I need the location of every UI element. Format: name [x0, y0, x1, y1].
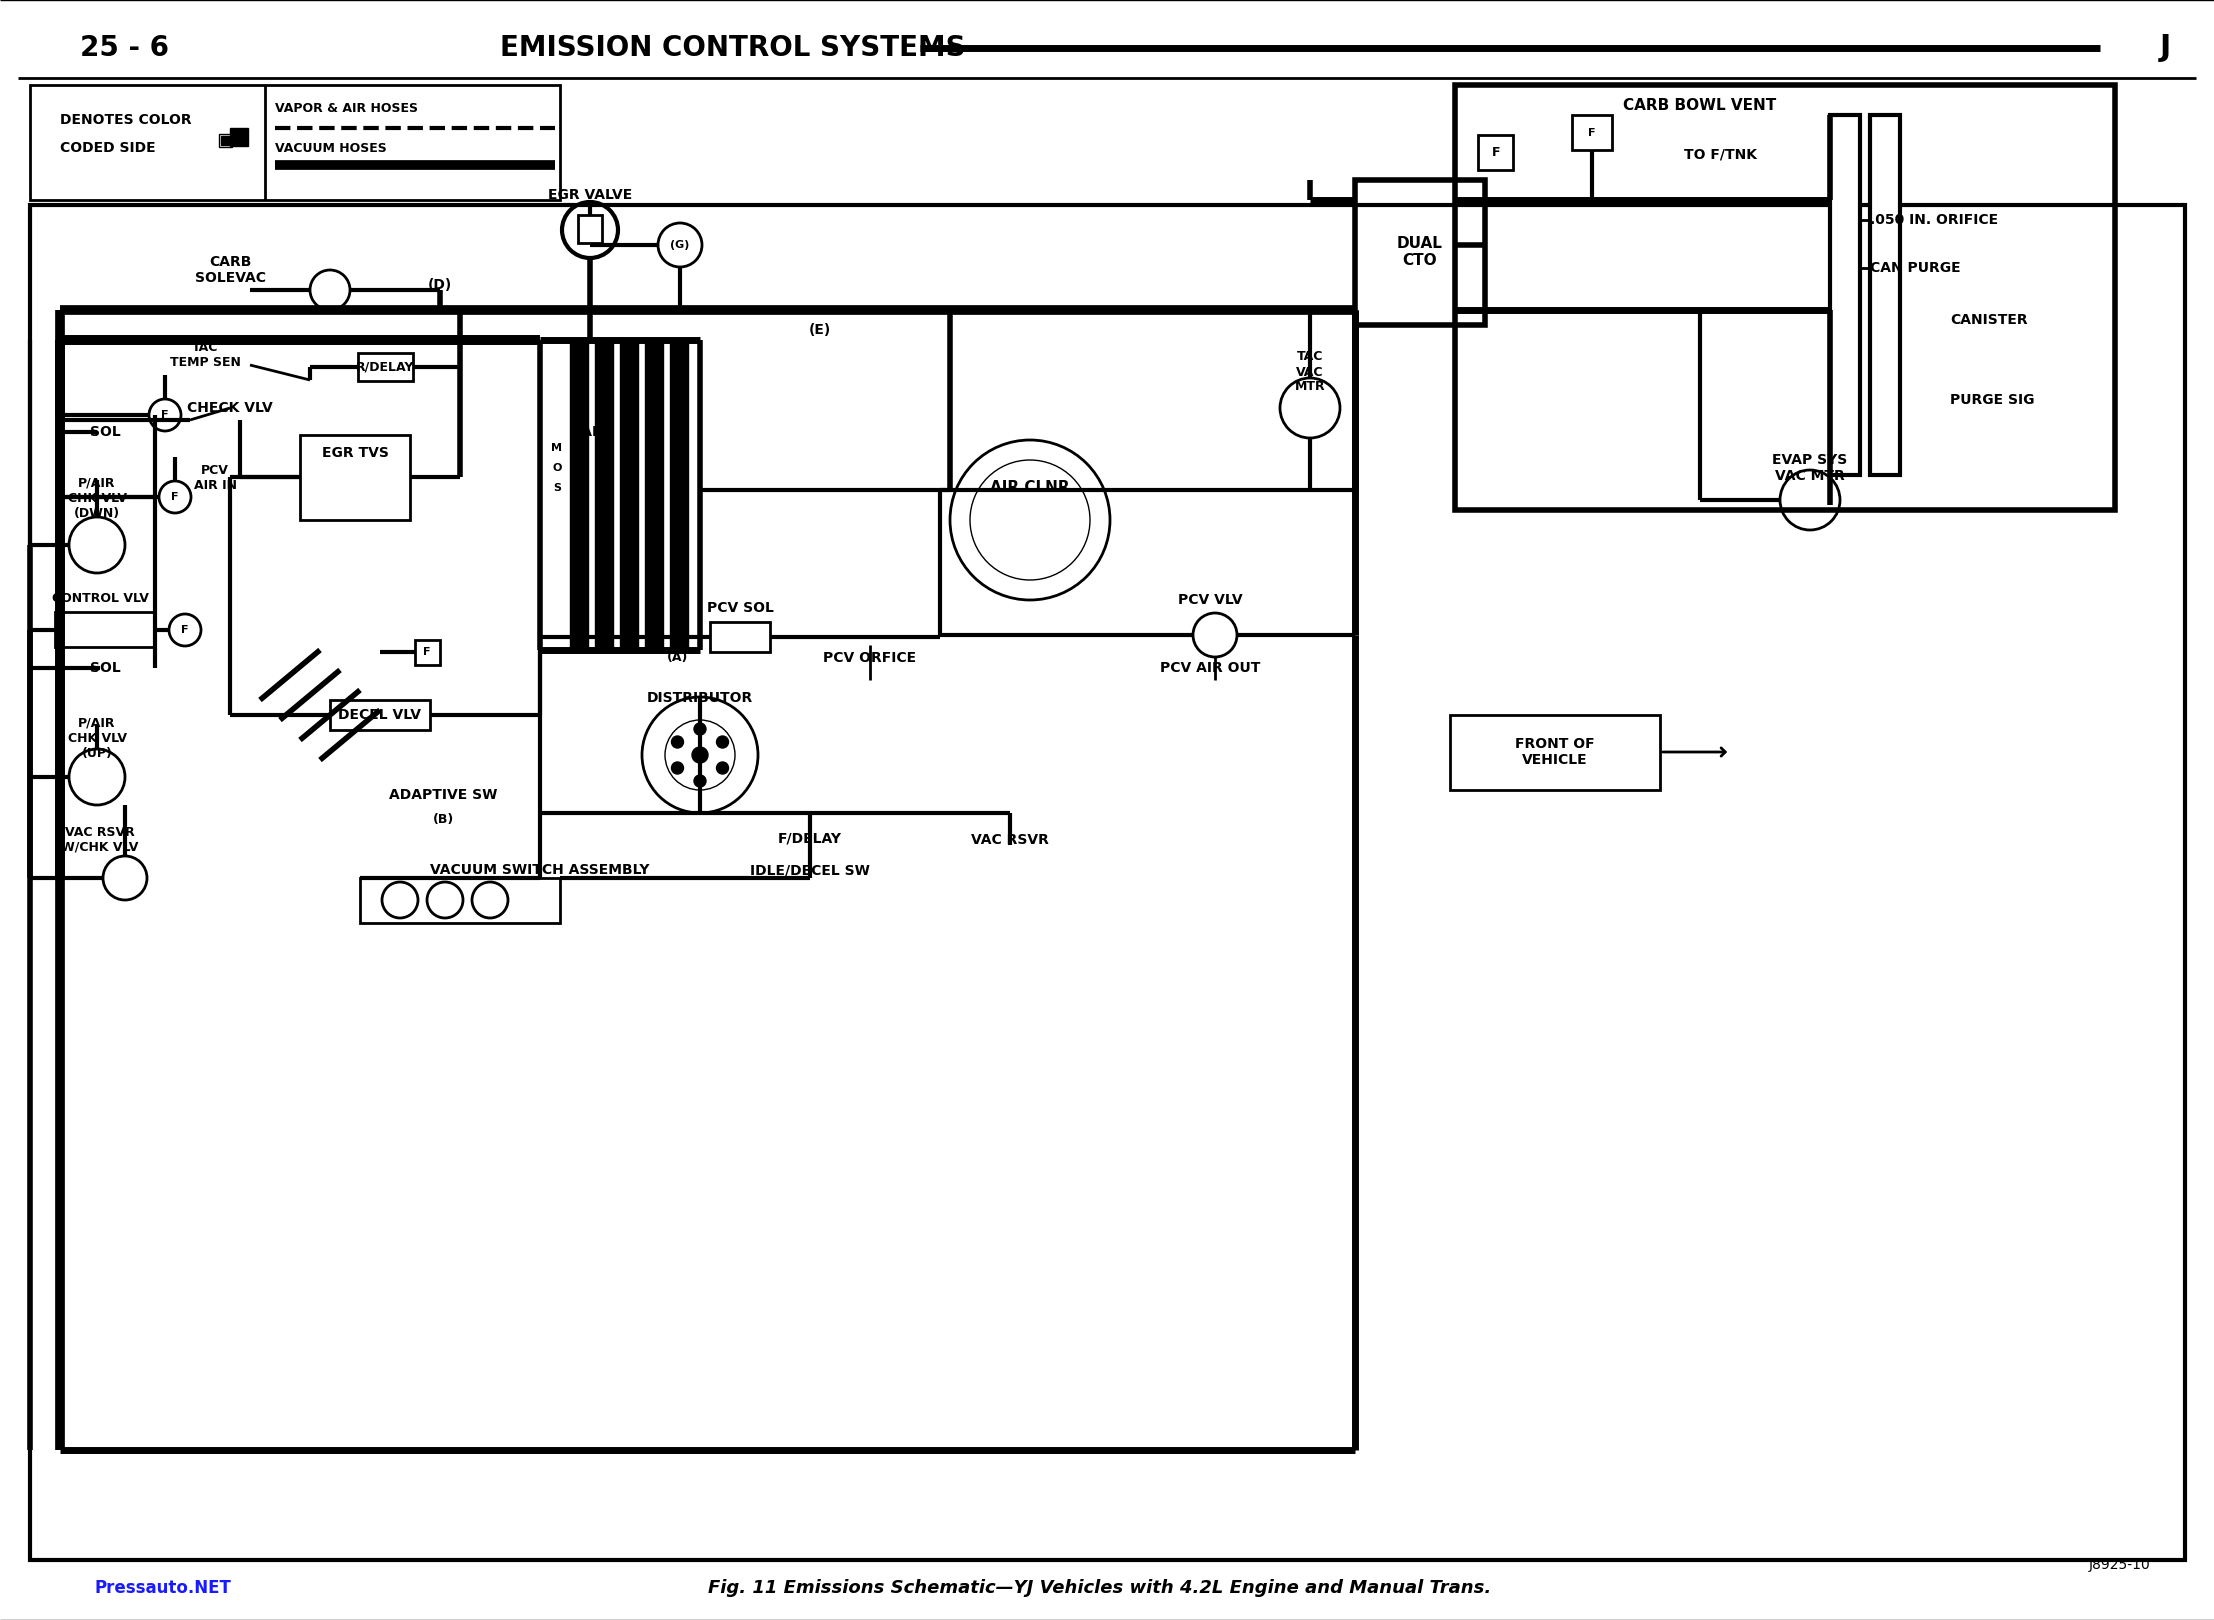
- Text: VAC RSVR
W/CHK VLV: VAC RSVR W/CHK VLV: [62, 826, 139, 854]
- Bar: [330, 700, 430, 731]
- Bar: [361, 878, 560, 923]
- Text: PCV VLV: PCV VLV: [1178, 593, 1242, 608]
- Text: PCV ORFICE: PCV ORFICE: [824, 651, 917, 664]
- Text: PCV AIR OUT: PCV AIR OUT: [1160, 661, 1260, 676]
- Bar: [221, 136, 230, 146]
- Text: VAPOR & AIR HOSES: VAPOR & AIR HOSES: [275, 102, 418, 115]
- Text: VACUUM SWITCH ASSEMBLY: VACUUM SWITCH ASSEMBLY: [430, 863, 649, 876]
- Bar: [1355, 180, 1486, 326]
- Circle shape: [693, 774, 706, 787]
- Text: M: M: [573, 463, 584, 473]
- Bar: [711, 622, 770, 651]
- Text: (D): (D): [427, 279, 452, 292]
- Text: Pressauto.NET: Pressauto.NET: [95, 1580, 232, 1597]
- Text: O: O: [551, 463, 562, 473]
- Text: CONTROL VLV: CONTROL VLV: [51, 591, 148, 604]
- Circle shape: [693, 723, 706, 735]
- Text: F: F: [170, 492, 179, 502]
- Text: FRONT OF
VEHICLE: FRONT OF VEHICLE: [1514, 737, 1594, 768]
- Text: PURGE SIG: PURGE SIG: [1951, 394, 2035, 407]
- Text: (G): (G): [671, 240, 691, 249]
- Bar: [1871, 115, 1900, 475]
- Text: DENOTES COLOR: DENOTES COLOR: [60, 113, 193, 126]
- Text: ADAPTIVE SW: ADAPTIVE SW: [390, 787, 498, 802]
- Bar: [414, 640, 441, 664]
- Circle shape: [671, 735, 684, 748]
- Bar: [219, 134, 232, 147]
- Bar: [569, 340, 589, 650]
- Bar: [644, 340, 662, 650]
- Text: EGR TVS: EGR TVS: [321, 446, 387, 460]
- Bar: [55, 612, 155, 646]
- Text: PCV SOL: PCV SOL: [706, 601, 773, 616]
- Text: EMISSION CONTROL SYSTEMS: EMISSION CONTROL SYSTEMS: [500, 34, 965, 62]
- Text: CARB: CARB: [571, 424, 613, 439]
- Text: CHECK VLV: CHECK VLV: [188, 402, 272, 415]
- Text: CANISTER: CANISTER: [1951, 313, 2028, 327]
- Text: DUAL
CTO: DUAL CTO: [1397, 237, 1444, 269]
- Text: F: F: [182, 625, 188, 635]
- Text: EGR VALVE: EGR VALVE: [547, 188, 633, 202]
- Text: R/DELAY: R/DELAY: [356, 361, 414, 374]
- Circle shape: [693, 747, 708, 763]
- Text: (B): (B): [432, 813, 454, 826]
- Text: TAC
VAC
MTR: TAC VAC MTR: [1295, 350, 1326, 394]
- Text: F: F: [1492, 146, 1501, 159]
- Text: DECEL VLV: DECEL VLV: [339, 708, 421, 723]
- Text: EVAP SYS
VAC MTR: EVAP SYS VAC MTR: [1773, 454, 1849, 483]
- Bar: [1450, 714, 1660, 791]
- Bar: [1455, 84, 2114, 510]
- Bar: [1479, 134, 1512, 170]
- Bar: [230, 128, 248, 146]
- Text: F: F: [1587, 128, 1596, 138]
- Text: P/AIR
CHK VLV
(DWN): P/AIR CHK VLV (DWN): [66, 476, 126, 520]
- Text: J: J: [2159, 34, 2170, 63]
- Bar: [1572, 115, 1612, 151]
- Bar: [1831, 115, 1860, 475]
- Bar: [596, 340, 613, 650]
- Text: E: E: [573, 442, 582, 454]
- Bar: [620, 340, 638, 650]
- Text: IDLE/DECEL SW: IDLE/DECEL SW: [751, 863, 870, 876]
- Text: AIR CLNR: AIR CLNR: [990, 480, 1069, 494]
- Text: CARB
SOLEVAC: CARB SOLEVAC: [195, 254, 266, 285]
- Bar: [671, 340, 689, 650]
- Bar: [31, 84, 560, 199]
- Text: CODED SIDE: CODED SIDE: [60, 141, 155, 156]
- Text: SOL: SOL: [89, 661, 120, 676]
- Text: .050 IN. ORIFICE: .050 IN. ORIFICE: [1871, 212, 1997, 227]
- Text: CAN PURGE: CAN PURGE: [1871, 261, 1962, 275]
- Circle shape: [671, 761, 684, 774]
- Text: VAC RSVR: VAC RSVR: [972, 833, 1049, 847]
- Text: F: F: [162, 410, 168, 420]
- Text: M: M: [551, 442, 562, 454]
- Text: J8925-10: J8925-10: [2088, 1558, 2150, 1571]
- Bar: [31, 206, 2185, 1560]
- Text: Fig. 11 Emissions Schematic—YJ Vehicles with 4.2L Engine and Manual Trans.: Fig. 11 Emissions Schematic—YJ Vehicles …: [708, 1580, 1492, 1597]
- Text: S: S: [554, 483, 560, 492]
- Text: CARB BOWL VENT: CARB BOWL VENT: [1623, 97, 1776, 112]
- Text: F: F: [423, 646, 432, 658]
- Text: TO F/TNK: TO F/TNK: [1683, 147, 1756, 162]
- Text: PCV
AIR IN: PCV AIR IN: [193, 463, 237, 492]
- Circle shape: [717, 735, 728, 748]
- Bar: [578, 215, 602, 243]
- Text: (A): (A): [666, 651, 689, 664]
- Text: F/DELAY: F/DELAY: [777, 831, 841, 846]
- Text: VACUUM HOSES: VACUUM HOSES: [275, 141, 387, 154]
- Circle shape: [717, 761, 728, 774]
- Bar: [301, 436, 410, 520]
- Text: DISTRIBUTOR: DISTRIBUTOR: [646, 692, 753, 705]
- Text: (E): (E): [808, 322, 830, 337]
- Text: 25 - 6: 25 - 6: [80, 34, 168, 62]
- Text: SOL: SOL: [89, 424, 120, 439]
- Text: TAC
TEMP SEN: TAC TEMP SEN: [170, 340, 241, 369]
- Bar: [359, 353, 414, 381]
- Text: P/AIR
CHK VLV
(UP): P/AIR CHK VLV (UP): [66, 716, 126, 760]
